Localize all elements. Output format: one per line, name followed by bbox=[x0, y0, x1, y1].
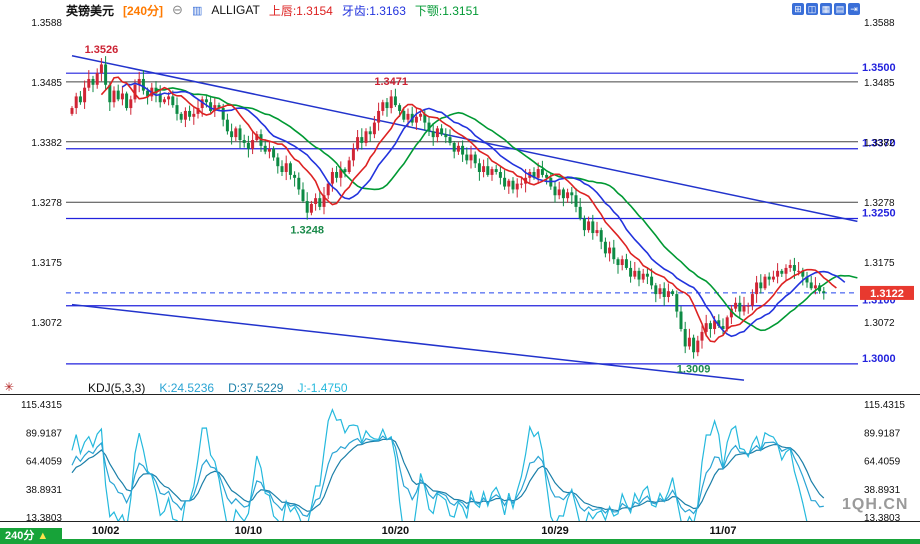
svg-text:1.3122: 1.3122 bbox=[870, 288, 904, 300]
alligator-jaw-line bbox=[156, 87, 858, 332]
scroll-to-end-icon[interactable]: ⇥ bbox=[848, 3, 860, 15]
chart-layout-toolbar: ⊞ ◫ ▦ ▤ ⇥ bbox=[792, 3, 860, 15]
svg-text:1.3485: 1.3485 bbox=[31, 78, 62, 89]
svg-text:1.3072: 1.3072 bbox=[31, 318, 62, 329]
svg-text:10/29: 10/29 bbox=[541, 525, 569, 537]
kdj-d-value: D:37.5229 bbox=[228, 381, 284, 395]
svg-text:1.3250: 1.3250 bbox=[862, 208, 896, 220]
svg-text:10/02: 10/02 bbox=[92, 525, 120, 537]
indicator-name: ALLIGAT bbox=[211, 3, 260, 17]
svg-text:1.3588: 1.3588 bbox=[31, 18, 62, 29]
price-annotations: 1.3526 1.3471 1.3248 1.3009 bbox=[85, 44, 711, 376]
svg-text:1.3500: 1.3500 bbox=[862, 62, 896, 74]
alligator-teeth-value: 牙齿:1.3163 bbox=[341, 3, 406, 18]
price-axis-labels: 1.3588 1.3588 1.3485 1.3485 1.3382 1.3382 1.32… bbox=[31, 18, 895, 329]
watermark: 1QH.CN bbox=[842, 496, 909, 513]
svg-text:1.3278: 1.3278 bbox=[31, 198, 62, 209]
svg-text:13.3803: 13.3803 bbox=[864, 513, 901, 524]
svg-text:10/20: 10/20 bbox=[382, 525, 410, 537]
svg-text:13.3803: 13.3803 bbox=[26, 513, 63, 524]
timeframe-label: [240分] bbox=[123, 3, 164, 18]
layout-split-icon[interactable]: ◫ bbox=[806, 3, 818, 15]
svg-text:115.4315: 115.4315 bbox=[864, 400, 905, 411]
svg-text:1.3485: 1.3485 bbox=[864, 78, 895, 89]
timeframe-tab-label: 240分 bbox=[5, 530, 35, 542]
layout-grid-icon[interactable]: ⊞ bbox=[792, 3, 804, 15]
svg-text:1.3175: 1.3175 bbox=[31, 258, 62, 269]
kdj-d-line bbox=[71, 438, 825, 512]
kdj-title: KDJ(5,3,3) bbox=[88, 381, 146, 395]
last-price-tag: 1.3122 bbox=[860, 285, 914, 300]
layout-columns-icon[interactable]: ▤ bbox=[834, 3, 846, 15]
svg-text:1.3471: 1.3471 bbox=[374, 76, 408, 88]
svg-text:38.8931: 38.8931 bbox=[26, 485, 63, 496]
kdj-legend-bar: KDJ(5,3,3) K:24.5236 D:37.5229 J:-1.4750 bbox=[88, 381, 348, 395]
svg-text:64.4059: 64.4059 bbox=[864, 457, 901, 468]
svg-text:1.3382: 1.3382 bbox=[864, 138, 895, 149]
kdj-j-line bbox=[71, 407, 808, 521]
collapse-symbol-icon[interactable]: ⊖ bbox=[172, 2, 183, 17]
kdj-j-value: J:-1.4750 bbox=[297, 381, 348, 395]
svg-text:89.9187: 89.9187 bbox=[26, 428, 63, 439]
date-axis-labels: 10/02 10/10 10/20 10/29 11/07 bbox=[92, 525, 737, 537]
svg-text:38.8931: 38.8931 bbox=[864, 485, 901, 496]
svg-text:115.4315: 115.4315 bbox=[21, 400, 62, 411]
alligator-lips-line bbox=[100, 76, 837, 343]
timeframe-tab[interactable]: 240分 ▲ bbox=[0, 528, 62, 544]
timeframe-up-arrow-icon: ▲ bbox=[37, 530, 49, 542]
svg-text:64.4059: 64.4059 bbox=[26, 457, 63, 468]
svg-text:10/10: 10/10 bbox=[235, 525, 263, 537]
svg-text:1.3000: 1.3000 bbox=[862, 353, 896, 365]
svg-text:11/07: 11/07 bbox=[710, 525, 737, 537]
svg-text:89.9187: 89.9187 bbox=[864, 428, 901, 439]
symbol-name: 英镑美元 bbox=[66, 3, 115, 18]
svg-text:1.3009: 1.3009 bbox=[677, 364, 711, 376]
kdj-k-value: K:24.5236 bbox=[159, 381, 215, 395]
trendlines[interactable] bbox=[71, 54, 858, 381]
chart-legend-bar: 英镑美元 [240分] ⊖ ▥ ALLIGAT 上唇:1.3154 牙齿:1.3… bbox=[66, 2, 479, 18]
layout-rows-icon[interactable]: ▦ bbox=[820, 3, 832, 15]
candles-layer bbox=[70, 56, 826, 359]
svg-text:1.3072: 1.3072 bbox=[864, 318, 895, 329]
indicator-settings-icon[interactable]: ✳ bbox=[4, 380, 15, 394]
alligator-teeth-line bbox=[121, 82, 846, 338]
alligator-icon: ▥ bbox=[191, 4, 203, 17]
kdj-k-line bbox=[71, 435, 824, 517]
svg-text:1.3526: 1.3526 bbox=[85, 44, 119, 56]
alligator-jaw-value: 下颚:1.3151 bbox=[414, 3, 479, 18]
alligator-lips-value: 上唇:1.3154 bbox=[268, 3, 333, 18]
kdj-axis-labels: 115.4315 115.4315 89.9187 89.9187 64.4059 64.… bbox=[21, 400, 905, 524]
svg-text:1.3248: 1.3248 bbox=[290, 225, 324, 237]
svg-text:1.3588: 1.3588 bbox=[864, 18, 895, 29]
footer-strip bbox=[0, 539, 920, 544]
svg-text:1.3382: 1.3382 bbox=[31, 138, 62, 149]
svg-text:1.3370: 1.3370 bbox=[862, 138, 896, 150]
svg-text:1.3175: 1.3175 bbox=[864, 258, 895, 269]
price-gridlines bbox=[66, 81, 858, 203]
svg-text:1.3278: 1.3278 bbox=[864, 198, 895, 209]
